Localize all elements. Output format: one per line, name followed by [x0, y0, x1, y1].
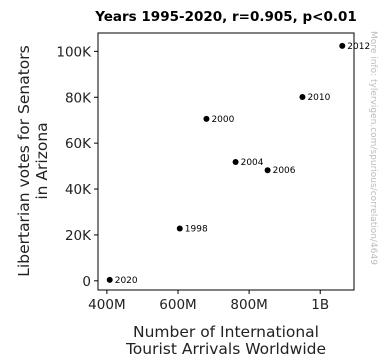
x-axis-label: Number of International Tourist Arrivals… [125, 323, 326, 358]
y-axis-label-line-2: in Arizona [33, 122, 51, 199]
y-axis-label-line-1: Libertarian votes for Senators [15, 45, 33, 276]
data-point-2000 [203, 115, 210, 122]
data-point-2006 [264, 167, 271, 174]
x-tick-label: 800M [230, 297, 267, 313]
chart-title: Years 1995-2020, r=0.905, p<0.01 [94, 9, 357, 25]
x-axis-label-line-2: Tourist Arrivals Worldwide [125, 340, 326, 358]
x-axis-ticks: 400M 600M 800M 1B [88, 290, 329, 313]
y-axis-ticks: 0 20K 40K 60K 80K 100K [56, 44, 98, 290]
x-tick-label: 600M [159, 297, 196, 313]
data-point-2020 [106, 276, 113, 283]
point-label-2004: 2004 [241, 158, 264, 168]
data-point-1998 [176, 225, 183, 232]
data-point-2010 [299, 94, 306, 101]
y-tick-label: 100K [56, 44, 92, 60]
point-label-2020: 2020 [115, 276, 138, 286]
plot-frame [97, 32, 355, 291]
point-label-2012: 2012 [347, 42, 370, 52]
x-axis-label-line-1: Number of International [133, 323, 319, 341]
y-tick-label: 60K [65, 136, 92, 152]
point-label-2006: 2006 [273, 166, 296, 176]
data-points: 1998 2000 2004 2006 2010 2012 2020 [106, 42, 370, 286]
point-label-2010: 2010 [307, 93, 330, 103]
y-axis-label: Libertarian votes for Senators in Arizon… [15, 45, 51, 276]
point-label-1998: 1998 [185, 225, 208, 235]
data-point-2004 [232, 158, 239, 165]
y-tick-label: 40K [65, 182, 92, 198]
source-watermark: More info: tylervigen.com/spurious/corre… [368, 31, 378, 265]
y-tick-label: 20K [65, 228, 92, 244]
point-label-2000: 2000 [211, 115, 234, 125]
data-point-2012 [339, 42, 346, 49]
y-tick-label: 0 [82, 274, 91, 290]
x-tick-label: 400M [88, 297, 125, 313]
x-tick-label: 1B [311, 297, 329, 313]
y-tick-label: 80K [65, 90, 92, 106]
